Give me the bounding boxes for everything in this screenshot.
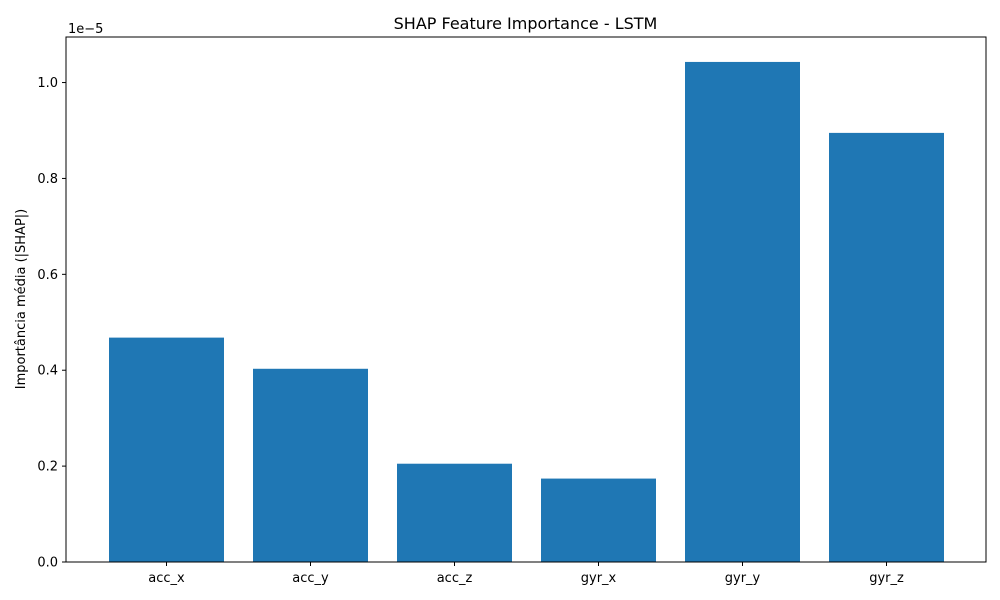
x-tick-label: acc_y [292, 571, 329, 586]
y-tick-label: 1.0 [37, 76, 58, 91]
x-tick-label: gyr_x [581, 571, 617, 586]
y-tick-label: 0.2 [37, 460, 58, 475]
x-tick-label: acc_z [437, 571, 473, 586]
y-axis-label: Importância média (|SHAP|) [14, 209, 29, 390]
x-ticks-group: acc_x acc_y acc_z gyr_x gyr_y gyr_z [148, 562, 904, 586]
plot-frame [65, 36, 987, 563]
x-tick-label: gyr_y [725, 571, 761, 586]
bar-gyr_z [829, 132, 944, 562]
bar-acc_y [253, 368, 368, 562]
bar-acc_x [109, 337, 224, 562]
y-tick-label: 0.6 [37, 268, 58, 283]
y-axis-scale-label: 1e−5 [68, 22, 103, 37]
x-tick-label: acc_x [148, 571, 185, 586]
bar-acc_z [397, 463, 512, 562]
y-tick-label: 0.4 [37, 364, 58, 379]
y-ticks-group: 0.0 0.2 0.4 0.6 0.8 1.0 [37, 76, 66, 571]
y-tick-label: 0.8 [37, 172, 58, 187]
x-tick-label: gyr_z [869, 571, 904, 586]
chart-title: SHAP Feature Importance - LSTM [394, 14, 658, 33]
bar-gyr_x [541, 478, 656, 562]
bar-gyr_y [685, 61, 800, 562]
y-tick-label: 0.0 [37, 556, 58, 571]
bars-group [109, 61, 944, 562]
